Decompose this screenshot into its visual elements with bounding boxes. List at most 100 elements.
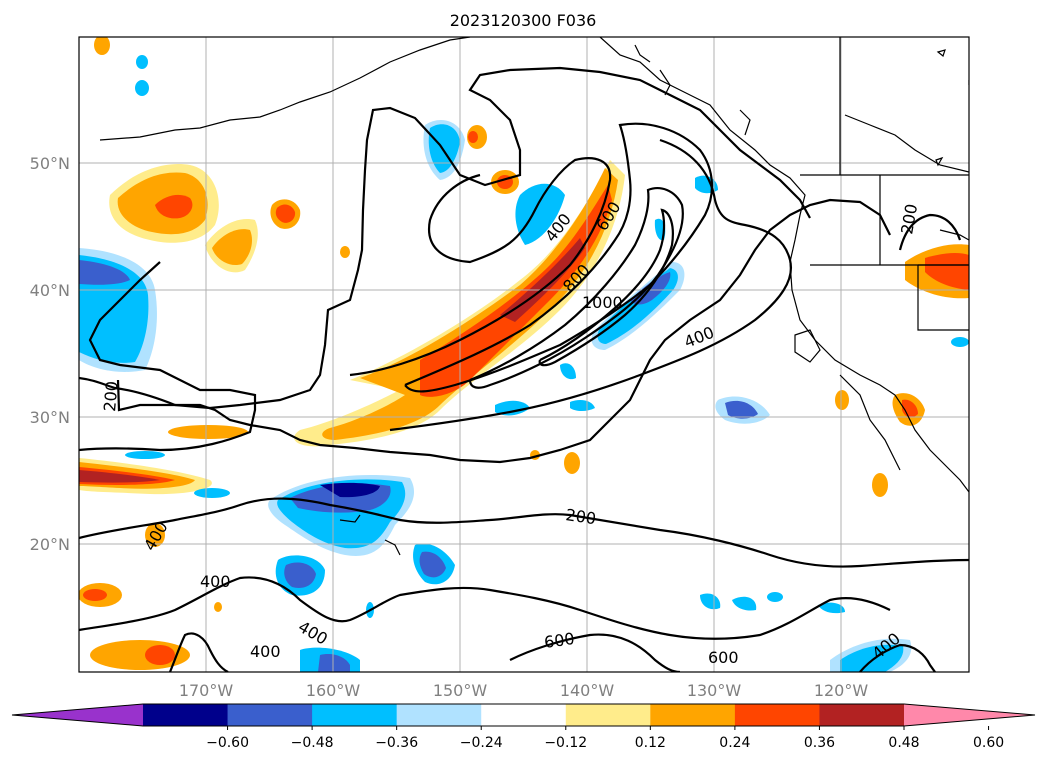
colorbar-tick-label: 0.60: [973, 735, 1004, 751]
mid-blue-1d: [725, 400, 758, 419]
contour-400-sw-loop: [168, 632, 229, 672]
colorbar-segment: [734, 704, 820, 726]
lat-label-30n: 30°N: [30, 408, 70, 427]
contours: [79, 66, 969, 672]
lat-label-20n: 20°N: [30, 535, 70, 554]
contour-800: [468, 187, 684, 389]
contour-large-loop: [116, 66, 811, 412]
colorbar-tick-label: −0.36: [375, 735, 418, 751]
lon-label-170w: 170°W: [179, 681, 234, 700]
se-blue-mid: [840, 644, 904, 672]
colorbar-tick-label: −0.60: [206, 735, 249, 751]
lat-label-40n: 40°N: [30, 281, 70, 300]
sub-dot-5r: [145, 645, 175, 665]
lon-label-120w: 120°W: [814, 681, 869, 700]
gulf-blue-2: [515, 183, 565, 245]
sub-dot-6: [145, 523, 165, 547]
sw-blue-1d: [318, 654, 350, 672]
nw-dot-2: [340, 246, 350, 258]
contour-label-200-south: 200: [564, 505, 597, 528]
nw-blob-2-orange: [212, 229, 253, 266]
lon-label-150w: 150°W: [433, 681, 488, 700]
contour-label-400-s3: 400: [250, 642, 281, 661]
colorbar-segment: [396, 704, 482, 726]
contour-label-600-s1: 600: [543, 629, 576, 652]
contour-label-200-west: 200: [100, 380, 122, 412]
longitude-labels: 170°W 160°W 150°W 140°W 130°W 120°W: [179, 681, 869, 700]
positive-band-orange: [322, 168, 618, 440]
colorbar-segment: [650, 704, 736, 726]
shaded-field: [79, 37, 969, 672]
colorbar-extend-low: [12, 704, 143, 726]
colorbar-tick-label: 0.12: [635, 735, 666, 751]
us-blob-red: [925, 253, 969, 290]
sub-blue-small-3: [818, 602, 845, 614]
sub-dot-1: [564, 452, 580, 474]
contour-200-coast: [898, 213, 962, 251]
colorbar-tick-label: 0.48: [888, 735, 919, 751]
colorbar-outline: [11, 703, 1036, 727]
hawaii-blue-2d: [419, 551, 446, 578]
mid-dot-2r: [468, 131, 478, 143]
hawaii-blue-1d: [284, 562, 316, 588]
sub-blue-small-1: [700, 593, 721, 610]
contour-200-south: [79, 497, 969, 568]
map-panel: 200 400 600 800 1000 400 200 200 400 400…: [78, 36, 970, 673]
contour-label-600-s2: 600: [708, 648, 739, 667]
colorbar-tick-label: −0.48: [291, 735, 334, 751]
contour-400-inner-loop: [349, 157, 612, 377]
nw-blob-red: [155, 194, 193, 219]
sub-blue-small-10: [951, 337, 969, 347]
west-ribbon-core: [79, 470, 160, 483]
colorbar-tick-label: −0.12: [544, 735, 587, 751]
sub-blue-small-4: [194, 488, 230, 498]
contour-1000: [538, 208, 674, 367]
lon-label-130w: 130°W: [687, 681, 742, 700]
colorbar-segment: [481, 704, 567, 726]
sub-blue-small-9: [767, 592, 783, 602]
colorbar-tick-label: 0.24: [719, 735, 750, 751]
lon-label-160w: 160°W: [306, 681, 361, 700]
colorbar-segment: [143, 704, 229, 726]
contour-600: [404, 122, 714, 393]
sub-dot-3: [168, 425, 248, 439]
contour-600-south: [509, 633, 681, 672]
colorbar-tick-label: 0.36: [804, 735, 835, 751]
contour-400-south: [79, 576, 891, 640]
contour-200-main: [79, 198, 891, 464]
sub-dot-7: [214, 602, 222, 612]
lon-label-140w: 140°W: [560, 681, 615, 700]
contour-400-outer: [389, 138, 793, 432]
mid-blue-4: [560, 363, 576, 380]
sub-blue-small-5: [125, 451, 165, 459]
mid-blue-3: [570, 400, 595, 411]
positive-band-core: [500, 238, 585, 322]
baja-dot-2: [872, 473, 888, 497]
colorbar: −0.60 −0.48 −0.36 −0.24 −0.12 0.12 0.24 0.36 0.4…: [11, 703, 1036, 751]
sub-blue-core: [320, 482, 380, 498]
contour-label-400-s1: 400: [200, 572, 231, 591]
sub-blue-small-6: [136, 55, 148, 69]
colorbar-segment: [819, 704, 905, 726]
latitude-labels: 50°N 40°N 30°N 20°N: [30, 154, 70, 554]
nw-dot-1: [94, 37, 110, 55]
contour-200-north: [79, 261, 257, 452]
lat-label-50n: 50°N: [30, 154, 70, 173]
colorbar-segment: [312, 704, 398, 726]
west-blue-dark: [79, 260, 130, 285]
gulf-blue-mid: [428, 124, 460, 173]
sub-blue-small-2: [732, 596, 757, 611]
baja-dot: [835, 390, 849, 410]
colorbar-tick-label: −0.24: [460, 735, 503, 751]
sub-blue-small-7: [135, 80, 149, 96]
map-title: 2023120300 F036: [450, 11, 597, 30]
sub-dot-4r: [83, 589, 107, 601]
positive-band-red: [420, 185, 612, 397]
nw-blob-3-red: [275, 204, 296, 223]
colorbar-segment: [565, 704, 651, 726]
contour-400-se-loop: [859, 643, 936, 672]
contour-label-1000: 1000: [582, 293, 623, 312]
colorbar-segment: [227, 704, 313, 726]
colorbar-extend-high: [904, 704, 1035, 726]
mid-blue-2: [495, 400, 530, 416]
